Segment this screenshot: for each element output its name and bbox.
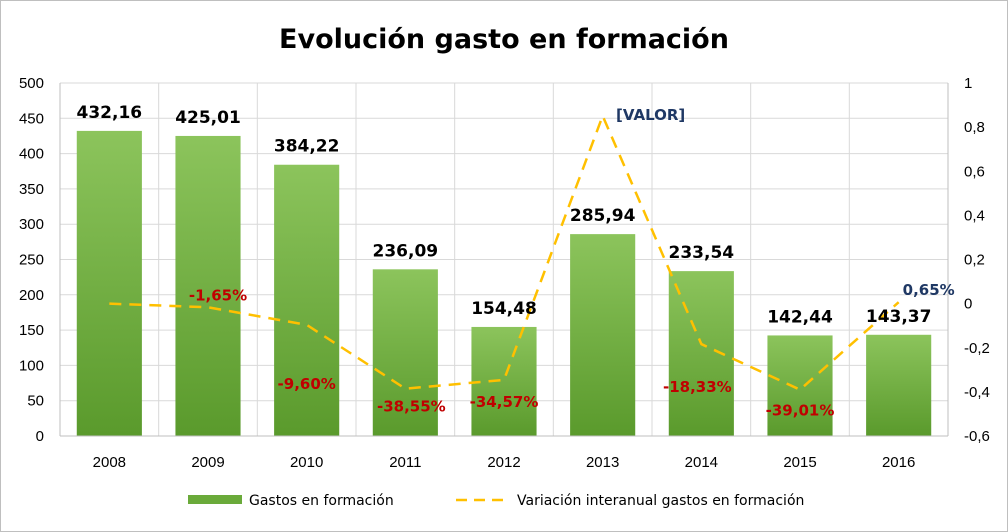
y-tick-label: 0 (36, 428, 44, 445)
bar-value-label: 425,01 (175, 108, 241, 128)
y2-tick-label: 0 (964, 296, 972, 313)
bar-series (76, 130, 932, 437)
y2-tick-label: 0,8 (964, 119, 985, 136)
bar (570, 234, 636, 436)
y-tick-label: 200 (19, 287, 44, 304)
bar (274, 164, 340, 437)
line-value-label: 0,65% (903, 281, 955, 299)
bar-value-label: 432,16 (77, 103, 143, 123)
data-labels: 432,16 425,01 384,22 236,09 154,48 285,94 233,… (77, 103, 955, 420)
x-tick-label: 2010 (290, 454, 323, 471)
legend-bar-label: Gastos en formación (249, 493, 394, 509)
y2-tick-label: 0,4 (964, 207, 985, 224)
x-tick-label: 2013 (586, 454, 619, 471)
bar (471, 326, 537, 436)
bar (76, 130, 142, 437)
bar-value-label: 154,48 (471, 299, 537, 319)
legend-bar-swatch (188, 495, 242, 504)
y2-tick-label: 1 (964, 75, 972, 92)
y2-tick-label: -0,6 (964, 428, 990, 445)
y-tick-label: 100 (19, 357, 44, 374)
bar-value-label: 285,94 (570, 206, 636, 226)
bar-value-label: 233,54 (669, 243, 735, 263)
x-tick-label: 2014 (685, 454, 718, 471)
line-value-label: -9,60% (278, 375, 336, 393)
y-tick-label: 50 (27, 393, 44, 410)
bar-value-label: 143,37 (866, 307, 932, 327)
y-tick-label: 250 (19, 252, 44, 269)
x-tick-label: 2016 (882, 454, 915, 471)
bar (767, 335, 833, 436)
y-tick-label: 450 (19, 110, 44, 127)
line-value-label: -39,01% (766, 402, 835, 420)
bar (372, 269, 438, 436)
x-tick-label: 2012 (487, 454, 520, 471)
axes: 0 50 100 150 200 250 300 350 400 450 500 -0,6 -0,4 -0… (19, 75, 990, 471)
y-tick-label: 500 (19, 75, 44, 92)
y2-tick-label: -0,2 (964, 340, 990, 357)
line-value-label: -38,55% (377, 398, 446, 416)
y-tick-label: 400 (19, 146, 44, 163)
x-tick-label: 2008 (93, 454, 126, 471)
x-tick-label: 2009 (191, 454, 224, 471)
bar-value-label: 236,09 (373, 241, 439, 261)
bar (866, 334, 932, 436)
line-value-label: -34,57% (470, 393, 539, 411)
y2-tick-label: 0,2 (964, 252, 985, 269)
bar-value-label: 384,22 (274, 137, 340, 157)
y-tick-label: 150 (19, 322, 44, 339)
line-value-label: -18,33% (663, 378, 732, 396)
x-tick-label: 2015 (783, 454, 816, 471)
y2-tick-label: -0,4 (964, 384, 990, 401)
y-tick-label: 350 (19, 181, 44, 198)
line-value-label: [VALOR] (616, 106, 685, 124)
chart-title: Evolución gasto en formación (279, 24, 729, 55)
x-tick-label: 2011 (389, 454, 421, 471)
bar-value-label: 142,44 (767, 307, 833, 327)
bar (175, 135, 241, 437)
y2-tick-label: 0,6 (964, 163, 985, 180)
line-value-label: -1,65% (189, 286, 247, 304)
legend: Gastos en formación Variación interanual… (188, 493, 804, 509)
y-tick-label: 300 (19, 216, 44, 233)
legend-line-label: Variación interanual gastos en formación (517, 493, 804, 509)
